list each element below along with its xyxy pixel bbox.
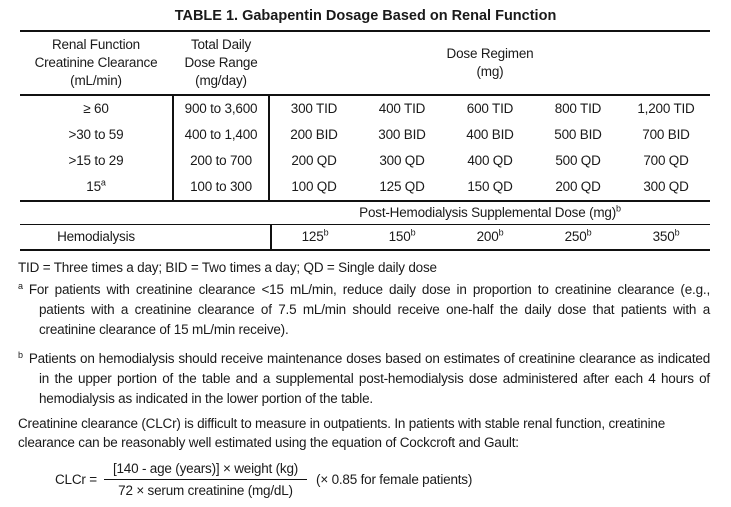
hemo-dose-cell: 350b bbox=[622, 225, 710, 249]
footnote-marker-b: b bbox=[586, 227, 592, 238]
dose-cell: 400 QD bbox=[467, 153, 513, 168]
footnote-marker-b: b bbox=[410, 227, 416, 238]
footnote-a: a For patients with creatinine clearance … bbox=[18, 280, 710, 340]
table-header-row: Renal Function Creatinine Clearance (mL/… bbox=[20, 32, 710, 96]
table-body: ≥ 60 900 to 3,600 300 TID 400 TID 600 TI… bbox=[20, 96, 710, 202]
hemo-dose-cell: 150b bbox=[358, 225, 446, 249]
header-dose-regimen: Dose Regimen (mg) bbox=[446, 46, 534, 79]
footnote-b-text: Patients on hemodialysis should receive … bbox=[28, 351, 710, 406]
dose-range-cell: 900 to 3,600 bbox=[172, 96, 270, 122]
clcr-value: 15 bbox=[86, 179, 101, 194]
header-renal-function: Renal Function Creatinine Clearance (mL/… bbox=[34, 37, 158, 88]
hemo-dose-value: 200 bbox=[476, 229, 499, 244]
dose-cell: 200 QD bbox=[291, 153, 337, 168]
formula-lhs: CLCr = bbox=[55, 472, 97, 487]
dose-cell: 125 QD bbox=[379, 179, 425, 194]
hemodialysis-row: Hemodialysis 125b 150b 200b 250b 350b bbox=[20, 225, 710, 251]
footnote-marker-b: b bbox=[498, 227, 504, 238]
footnote-marker-b: b bbox=[616, 203, 621, 214]
post-hemodialysis-label: Post-Hemodialysis Supplemental Dose (mg) bbox=[359, 205, 617, 220]
footnote-marker-b: b bbox=[674, 227, 680, 238]
dose-cell: 400 BID bbox=[466, 127, 514, 142]
footnote-marker-a: a bbox=[100, 177, 106, 188]
dosage-table: Renal Function Creatinine Clearance (mL/… bbox=[20, 30, 710, 251]
dose-cell: 600 TID bbox=[466, 101, 514, 116]
empty-cell bbox=[172, 225, 270, 249]
hemo-dose-value: 250 bbox=[564, 229, 587, 244]
dose-cell: 500 QD bbox=[555, 153, 601, 168]
cockcroft-gault-formula: CLCr = [140 - age (years)] × weight (kg)… bbox=[55, 461, 731, 498]
hemo-dose-value: 150 bbox=[388, 229, 411, 244]
post-hemodialysis-header-row: Post-Hemodialysis Supplemental Dose (mg)… bbox=[20, 202, 710, 225]
post-hemodialysis-header: Post-Hemodialysis Supplemental Dose (mg)… bbox=[270, 202, 710, 224]
dose-cell: 200 BID bbox=[290, 127, 338, 142]
hemo-dose-cell: 200b bbox=[446, 225, 534, 249]
table-row: >30 to 59 400 to 1,400 200 BID 300 BID 4… bbox=[20, 122, 710, 148]
dose-cell: 1,200 TID bbox=[637, 101, 695, 116]
dose-cell: 100 QD bbox=[291, 179, 337, 194]
clcr-cell: 15a bbox=[20, 174, 172, 200]
dose-cell: 300 QD bbox=[379, 153, 425, 168]
table-row: ≥ 60 900 to 3,600 300 TID 400 TID 600 TI… bbox=[20, 96, 710, 122]
footnotes-section: TID = Three times a day; BID = Two times… bbox=[18, 259, 710, 409]
dose-cell: 300 TID bbox=[290, 101, 338, 116]
dose-cell: 700 QD bbox=[643, 153, 689, 168]
dose-cell: 300 BID bbox=[378, 127, 426, 142]
hemo-dose-value: 350 bbox=[652, 229, 675, 244]
dose-cell: 800 TID bbox=[554, 101, 602, 116]
hemodialysis-label: Hemodialysis bbox=[57, 229, 135, 244]
dose-range-cell: 100 to 300 bbox=[172, 174, 270, 200]
dose-cell: 300 QD bbox=[643, 179, 689, 194]
clcr-cell: >15 to 29 bbox=[68, 153, 124, 168]
footnote-marker-b: b bbox=[323, 227, 329, 238]
hemo-dose-cell: 250b bbox=[534, 225, 622, 249]
dose-range-cell: 200 to 700 bbox=[172, 148, 270, 174]
dose-cell: 700 BID bbox=[642, 127, 690, 142]
dose-range-cell: 400 to 1,400 bbox=[172, 122, 270, 148]
table-row: >15 to 29 200 to 700 200 QD 300 QD 400 Q… bbox=[20, 148, 710, 174]
abbreviations-line: TID = Three times a day; BID = Two times… bbox=[18, 260, 437, 275]
hemo-dose-cell: 125b bbox=[270, 225, 358, 249]
clcr-cell: ≥ 60 bbox=[83, 101, 109, 116]
clcr-paragraph: Creatinine clearance (CLCr) is difficult… bbox=[18, 416, 665, 450]
header-total-daily-dose-range: Total Daily Dose Range (mg/day) bbox=[184, 37, 258, 88]
formula-denominator: 72 × serum creatinine (mg/dL) bbox=[118, 483, 293, 498]
table-title: TABLE 1. Gabapentin Dosage Based on Rena… bbox=[174, 8, 557, 24]
clcr-cell: >30 to 59 bbox=[68, 127, 124, 142]
dose-cell: 400 TID bbox=[378, 101, 426, 116]
dose-cell: 150 QD bbox=[467, 179, 513, 194]
table-row: 15a 100 to 300 100 QD 125 QD 150 QD 200 … bbox=[20, 174, 710, 200]
dose-cell: 500 BID bbox=[554, 127, 602, 142]
footnote-marker-a: a bbox=[18, 280, 23, 291]
footnote-a-text: For patients with creatinine clearance <… bbox=[28, 282, 710, 337]
hemo-dose-value: 125 bbox=[301, 229, 324, 244]
dose-cell: 200 QD bbox=[555, 179, 601, 194]
formula-female-factor: (× 0.85 for female patients) bbox=[316, 472, 473, 487]
footnote-marker-b: b bbox=[18, 349, 23, 360]
footnote-b: b Patients on hemodialysis should receive… bbox=[18, 349, 710, 409]
formula-numerator: [140 - age (years)] × weight (kg) bbox=[103, 461, 308, 480]
formula-fraction: [140 - age (years)] × weight (kg) 72 × s… bbox=[103, 461, 308, 498]
